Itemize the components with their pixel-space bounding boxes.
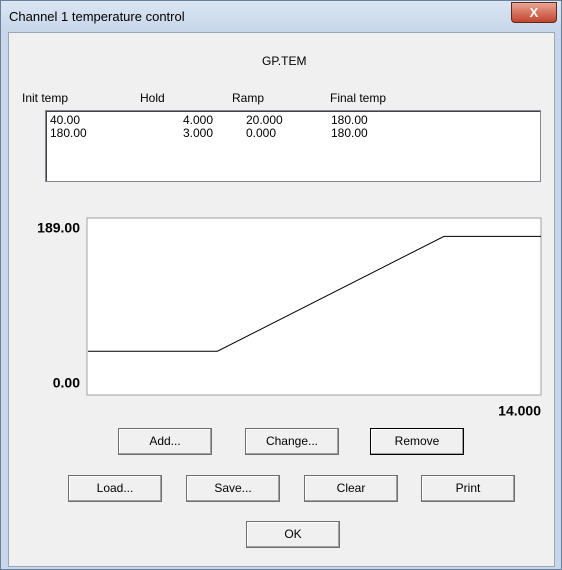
button[interactable]: Remove bbox=[370, 428, 464, 455]
close-button[interactable]: X bbox=[511, 2, 557, 23]
button[interactable]: Add... bbox=[118, 428, 212, 455]
table-cell: 4.000 bbox=[183, 113, 214, 127]
file-name: GP.TEM bbox=[262, 54, 307, 68]
x-tick-label: 14.000 bbox=[498, 403, 541, 419]
column-header: Init temp bbox=[22, 91, 69, 105]
y-tick-label: 0.00 bbox=[53, 375, 80, 391]
y-tick-label: 189.00 bbox=[37, 220, 80, 236]
chart: 0.00 189.00 14.000 bbox=[37, 217, 542, 419]
table-cell: 3.000 bbox=[183, 126, 214, 140]
column-header: Ramp bbox=[232, 91, 265, 105]
button[interactable]: Change... bbox=[245, 428, 339, 455]
table-cell: 180.00 bbox=[331, 126, 368, 140]
table-cell: 180.00 bbox=[50, 126, 87, 140]
button[interactable]: Clear bbox=[304, 475, 398, 502]
table-cell: 20.000 bbox=[246, 113, 283, 127]
window-title: Channel 1 temperature control bbox=[9, 9, 185, 24]
button[interactable]: Print bbox=[421, 475, 515, 502]
button[interactable]: Save... bbox=[186, 475, 280, 502]
step-list[interactable]: 40.00 4.000 20.000 180.00 180.00 3.000 0.000 18… bbox=[45, 110, 541, 182]
table-cell: 0.000 bbox=[246, 126, 277, 140]
table-cell: 40.00 bbox=[50, 113, 81, 127]
column-header: Final temp bbox=[330, 91, 387, 105]
button[interactable]: OK bbox=[246, 521, 340, 548]
button[interactable]: Load... bbox=[68, 475, 162, 502]
table-cell: 180.00 bbox=[331, 113, 368, 127]
column-header: Hold bbox=[140, 91, 165, 105]
temperature-line bbox=[88, 235, 541, 352]
plot-area bbox=[86, 217, 542, 396]
